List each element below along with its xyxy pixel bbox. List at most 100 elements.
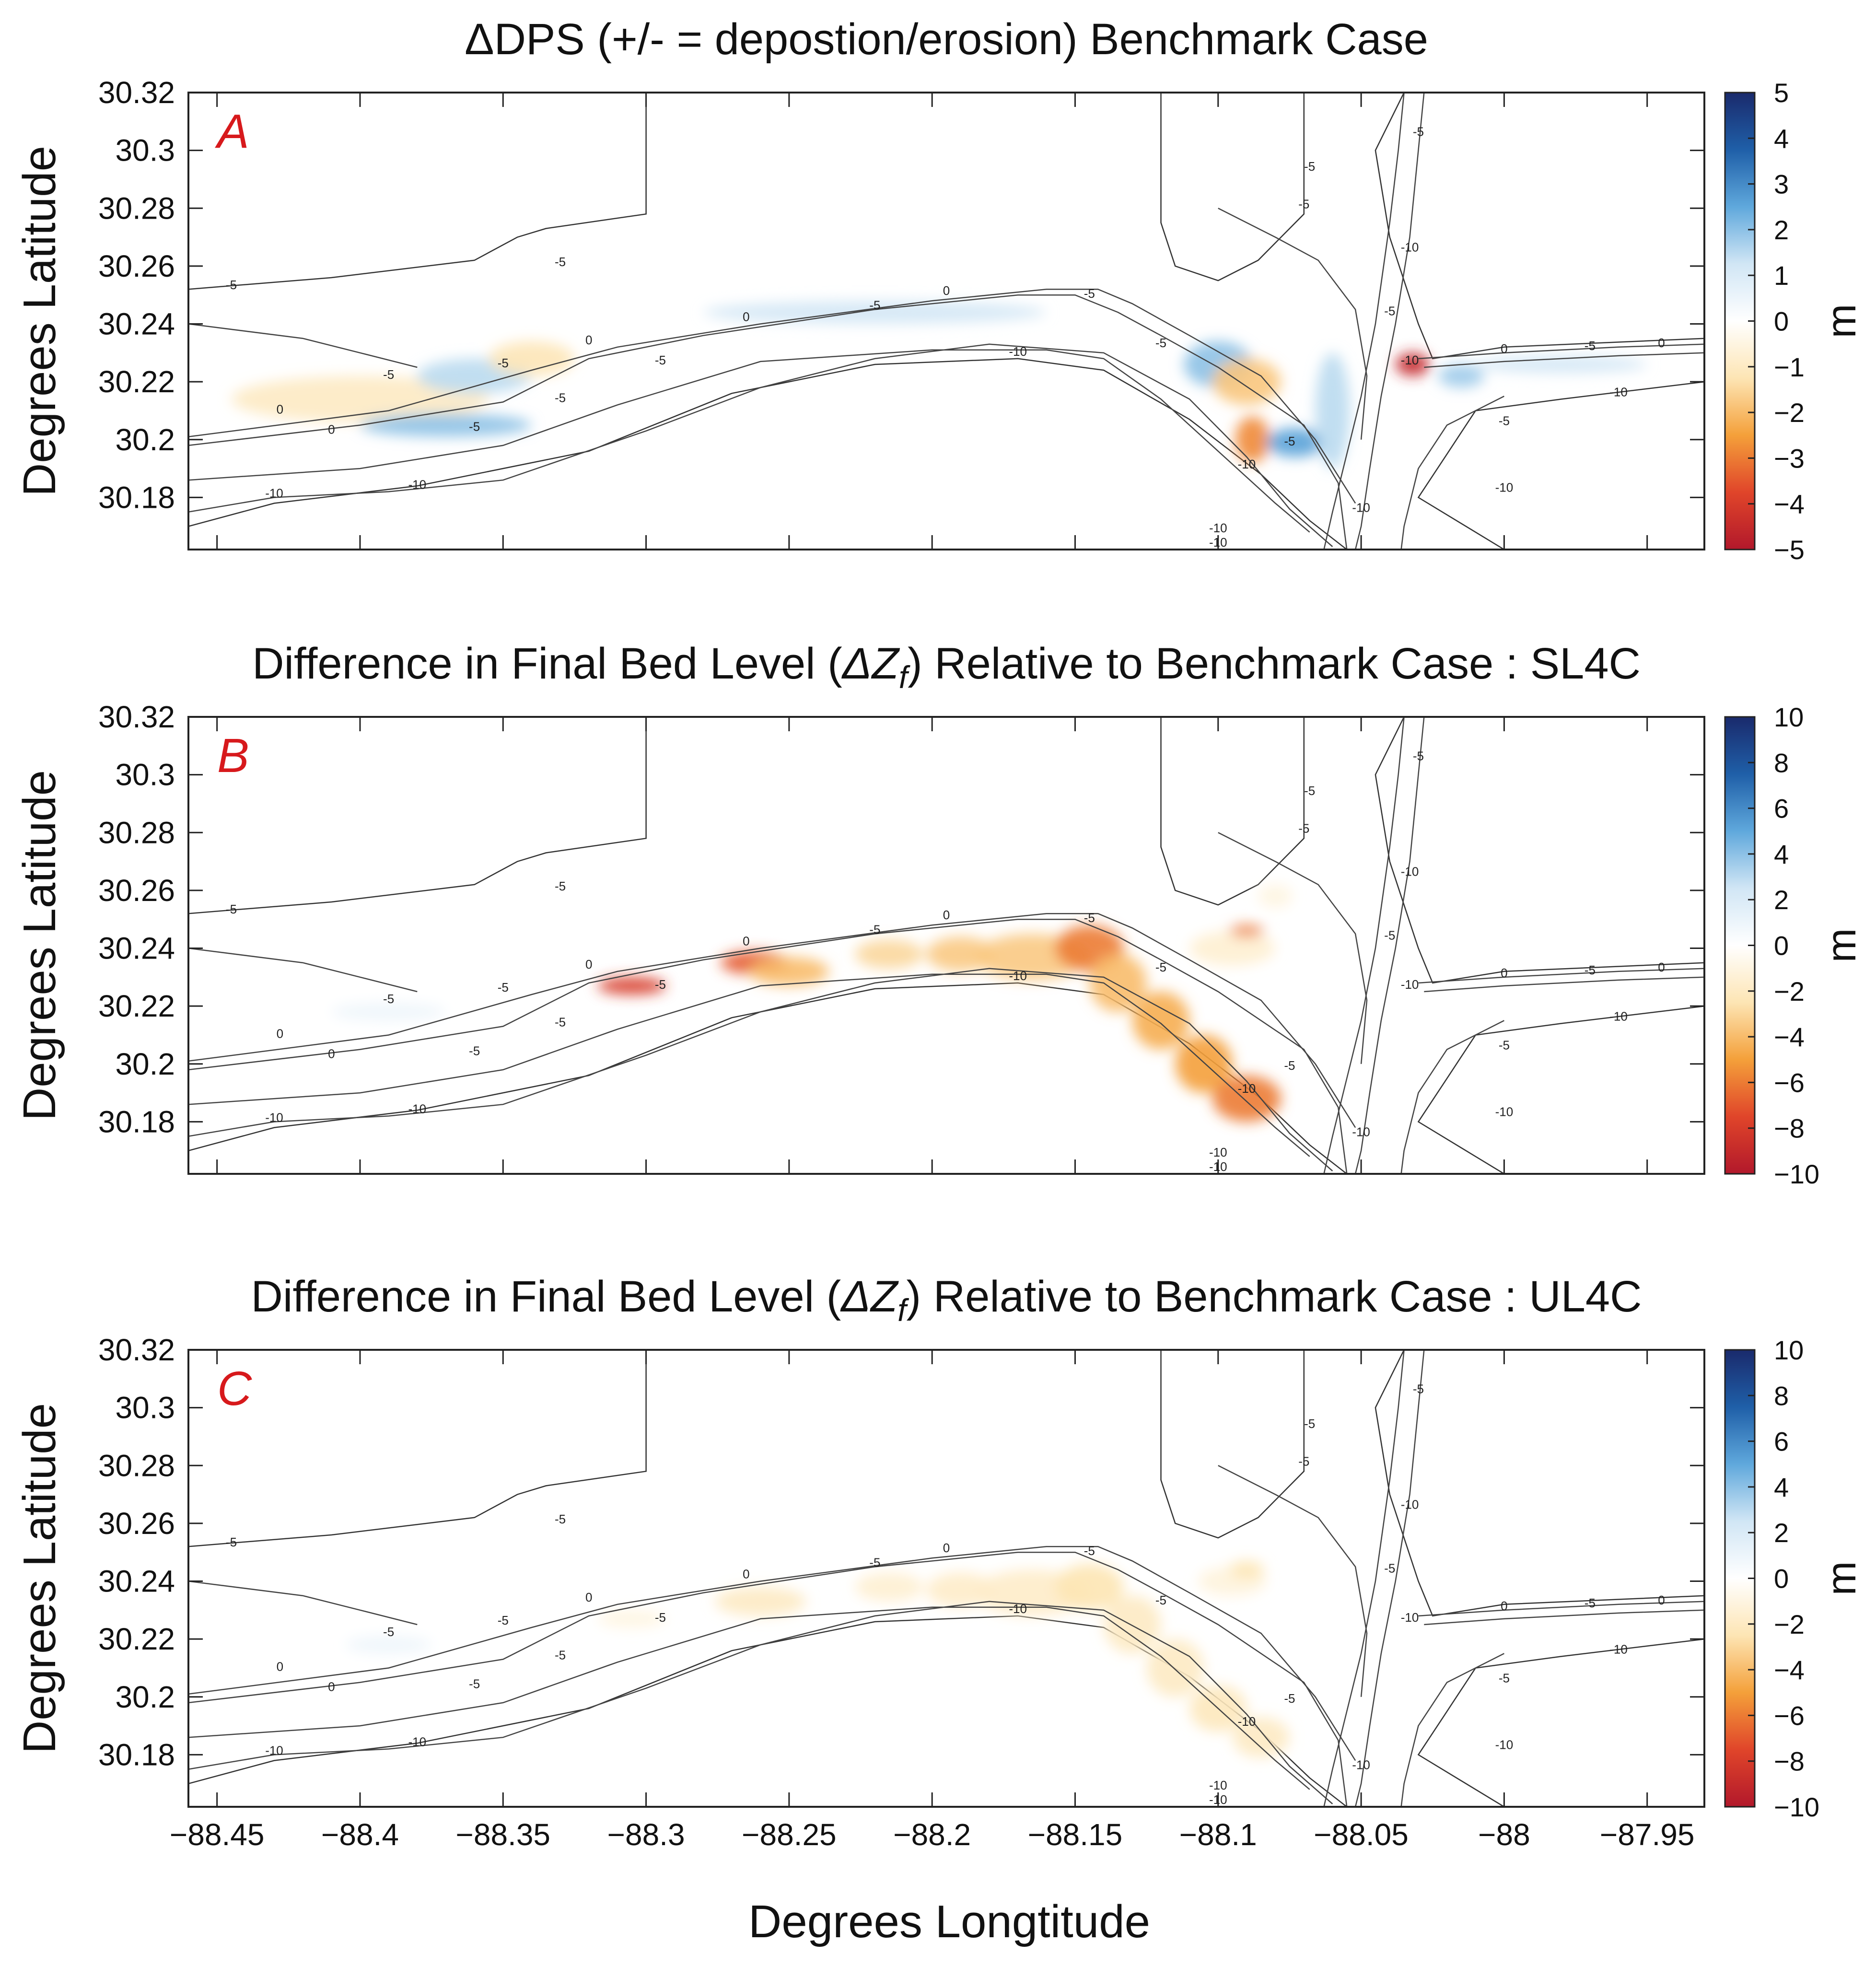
y-axis-label: Degrees Latitude — [14, 770, 65, 1121]
depth-contour — [188, 343, 1333, 547]
y-tick-label: 30.28 — [98, 191, 175, 225]
x-tick-label: −87.95 — [1600, 1817, 1695, 1852]
depth-contour — [1218, 832, 1368, 1064]
x-tick-label: −88 — [1478, 1817, 1530, 1852]
y-axis-label: Degrees Latitude — [14, 146, 65, 496]
bed-change-patch — [360, 413, 532, 437]
contour-label: -5 — [555, 255, 566, 269]
y-axis-label: Degrees Latitude — [14, 1403, 65, 1754]
land-outline — [1375, 1350, 1704, 1617]
land-outline — [1417, 381, 1704, 550]
panel-A: ΔDPS (+/- = depostion/erosion) Benchmark… — [14, 15, 1864, 565]
colorbar-tick-label: 2 — [1774, 1518, 1789, 1548]
land-outline — [188, 358, 1348, 550]
plot-area: -5 -5 0 0 -5 -5 -5 -5 0 0 -5 0 -10 -5 -5 -10 -10 -10 -5 -5 -… — [188, 93, 1704, 550]
contour-label: -5 — [469, 1044, 480, 1058]
colorbar-tick-label: −2 — [1774, 398, 1805, 428]
depth-contour — [1323, 717, 1405, 1174]
contour-label: -5 — [1384, 928, 1395, 942]
y-tick-label: 30.28 — [98, 815, 175, 850]
bed-change-patch — [749, 957, 829, 986]
contour-label: -5 — [1155, 336, 1166, 350]
colorbar-tick-label: 3 — [1774, 169, 1789, 199]
contour-label: 0 — [743, 934, 749, 948]
bed-change-patch — [703, 301, 1047, 324]
contour-label: -10 — [1238, 1714, 1256, 1729]
bed-change-patch — [1089, 954, 1147, 1012]
y-tick-label: 30.26 — [98, 249, 175, 283]
panel-title-part: Difference in Final Bed Level ( — [252, 639, 842, 688]
bed-change-patch — [1315, 352, 1350, 469]
depth-contour — [1424, 1609, 1704, 1626]
contour-label: 0 — [743, 1567, 749, 1581]
y-tick-label: 30.32 — [98, 700, 175, 734]
colorbar-tick-label: 4 — [1774, 123, 1789, 153]
contour-label: 0 — [277, 1027, 283, 1041]
contour-label: -5 — [1298, 1454, 1309, 1468]
depth-contour — [188, 1601, 1333, 1804]
colorbar-tick-label: 4 — [1774, 1472, 1789, 1502]
bed-change-patch — [1438, 364, 1484, 388]
contour-label: 0 — [1501, 966, 1507, 980]
bed-change-patch — [1258, 884, 1293, 908]
x-tick-label: −88.2 — [893, 1817, 971, 1852]
colorbar-tick-label: −2 — [1774, 1609, 1805, 1639]
plot-frame — [187, 1349, 1705, 1808]
contour-label: -10 — [408, 1734, 426, 1749]
colorbar-tick-label: 1 — [1774, 260, 1789, 291]
land-outline — [188, 93, 647, 290]
colorbar-tick-label: −10 — [1774, 1792, 1819, 1822]
contour-label: -5 — [383, 367, 394, 382]
patch-layer — [331, 884, 1293, 1122]
contour-label: -5 — [1298, 197, 1309, 211]
plot-frame — [187, 716, 1705, 1175]
contour-label: -5 — [1084, 911, 1095, 925]
depth-contour — [188, 1606, 1310, 1790]
y-tick-label: 30.3 — [115, 758, 175, 792]
contour-label: 0 — [585, 957, 592, 971]
y-tick-label: 30.26 — [98, 873, 175, 908]
bed-change-patch — [597, 1610, 666, 1628]
land-outline — [188, 717, 647, 914]
contour-label: -5 — [498, 356, 509, 370]
contour-label: -5 — [1499, 1038, 1510, 1053]
colorbar-tick-label: 8 — [1774, 748, 1789, 778]
contour-label: -5 — [1304, 1416, 1315, 1431]
contour-label: 0 — [585, 333, 592, 347]
panel-title-part: ΔZ — [841, 639, 900, 688]
contour-label: -5 — [869, 1555, 880, 1569]
bed-change-patch — [1189, 931, 1276, 966]
depth-contour — [1418, 1601, 1704, 1617]
contour-label: -10 — [1495, 480, 1514, 494]
depth-contour — [188, 973, 1310, 1157]
y-tick-label: 30.2 — [115, 422, 175, 457]
contour-label: 0 — [943, 283, 950, 298]
depth-contour — [188, 1551, 1348, 1807]
colorbar-tick-label: −8 — [1774, 1113, 1805, 1144]
contour-label: 0 — [585, 1590, 592, 1604]
depth-contour — [1418, 968, 1704, 984]
contour-label: 0 — [1658, 336, 1665, 350]
contour-label: -10 — [408, 1101, 426, 1116]
y-tick-label: 30.24 — [98, 1564, 175, 1599]
depth-contour — [188, 1580, 418, 1626]
contour-label: 0 — [328, 1047, 335, 1061]
contour-label: -5 — [1585, 1596, 1596, 1610]
contour-label: 0 — [743, 310, 749, 324]
contour-label: -5 — [1413, 1381, 1424, 1396]
x-tick-label: −88.35 — [455, 1817, 550, 1852]
panel-title: Difference in Final Bed Level (ΔZf) Rela… — [252, 639, 1641, 695]
x-tick-label: −88.1 — [1179, 1817, 1257, 1852]
y-tick-label: 30.22 — [98, 364, 175, 399]
depth-contour — [1323, 1350, 1405, 1807]
contour-label: -5 — [869, 922, 880, 936]
contour-label: -5 — [1499, 414, 1510, 428]
contour-label: 0 — [1501, 1599, 1507, 1613]
colorbar-tick-label: −5 — [1774, 535, 1805, 565]
contour-label: 0 — [328, 422, 335, 437]
colorbar-tick-label: 0 — [1774, 306, 1789, 337]
y-tick-label: 30.3 — [115, 133, 175, 168]
y-tick-label: 30.2 — [115, 1680, 175, 1714]
y-tick-label: 30.18 — [98, 480, 175, 515]
colorbar-tick-label: −8 — [1774, 1746, 1805, 1777]
